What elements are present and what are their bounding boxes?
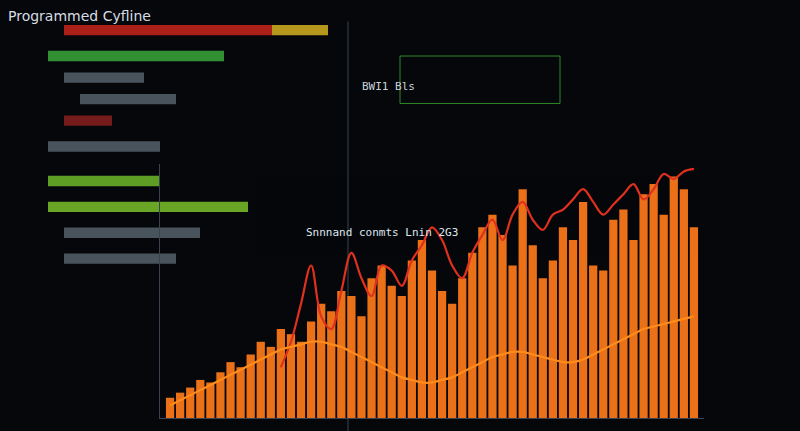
- svg-text:Snnnand conmts Lnin 2G3: Snnnand conmts Lnin 2G3: [306, 226, 458, 239]
- svg-text:BWI1 Bls: BWI1 Bls: [362, 80, 415, 93]
- svg-text:Programmed Cyfline: Programmed Cyfline: [8, 8, 151, 24]
